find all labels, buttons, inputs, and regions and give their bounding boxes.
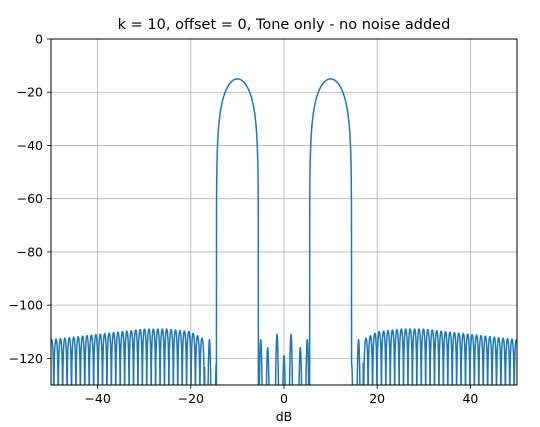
series-line (51, 78, 517, 385)
y-tick-label: −20 (17, 85, 43, 100)
y-tick-label: −120 (9, 351, 43, 366)
x-tick-label: 40 (462, 391, 478, 406)
x-tick-label: −20 (178, 391, 204, 406)
x-tick-label: −40 (84, 391, 110, 406)
x-tick-label: 0 (280, 391, 288, 406)
y-tick-label: −40 (17, 138, 43, 153)
axis-ticks: −40 −20 0 20 40 0 −20 −40 −60 −80 −100 −120 (9, 32, 479, 407)
x-axis-label: dB (276, 409, 293, 424)
grid (51, 38, 517, 385)
y-tick-label: −100 (9, 298, 43, 313)
plot-area (51, 78, 517, 385)
chart-title: k = 10, offset = 0, Tone only - no noise… (118, 17, 451, 33)
y-tick-label: −80 (17, 244, 43, 259)
x-tick-label: 20 (369, 391, 385, 406)
y-tick-label: −60 (17, 191, 43, 206)
y-tick-label: 0 (35, 32, 43, 47)
